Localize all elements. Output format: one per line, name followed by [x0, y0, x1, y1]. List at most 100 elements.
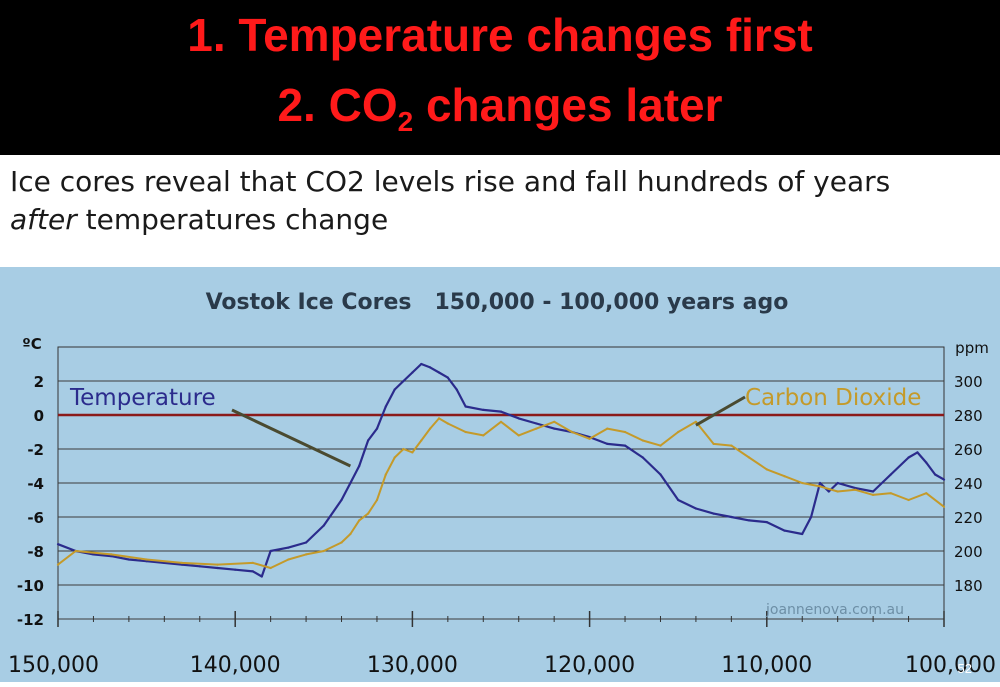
temperature-point — [56, 543, 60, 546]
temperature-point — [216, 566, 219, 570]
series-lines — [56, 362, 946, 578]
co2-point — [907, 498, 910, 502]
left-axis-unit: ºC — [22, 335, 41, 353]
temperature-point — [641, 456, 644, 459]
x-tick-label: 150,000 — [8, 653, 99, 678]
chart-title: Vostok Ice Cores 150,000 - 100,000 years… — [206, 290, 789, 315]
chart-panel: 2 0 -2 -4 -6 -8 -10 -12 300 280 260 240 220 200 180 150… — [0, 267, 1000, 682]
co2-point — [56, 563, 60, 566]
temperature-point — [827, 490, 830, 493]
temperature-point — [251, 570, 254, 573]
header-banner: 1. Temperature changes first 2. CO2 chan… — [0, 0, 1000, 155]
x-tick-label: 100,000 — [905, 653, 996, 678]
co2-point — [606, 427, 609, 430]
temperature-point — [925, 461, 928, 464]
co2-point — [482, 434, 485, 437]
right-axis-unit: ppm — [955, 339, 989, 357]
co2-point — [411, 451, 414, 454]
co2-label-leader — [695, 395, 746, 427]
temperature-point — [429, 366, 432, 369]
co2-point — [340, 541, 343, 544]
temperature-point — [180, 563, 184, 566]
right-tick-label: 280 — [954, 407, 983, 425]
temperature-point — [305, 541, 308, 544]
right-tick-label: 200 — [954, 543, 983, 561]
right-tick-label: 300 — [954, 373, 983, 391]
co2-point — [287, 558, 290, 561]
co2-point — [942, 505, 946, 508]
temperature-point — [748, 519, 751, 522]
temperature-point — [127, 558, 130, 561]
right-tick-label: 180 — [954, 577, 983, 595]
co2-point — [925, 492, 928, 495]
co2-point — [588, 437, 591, 440]
temperature-label-leader — [231, 408, 352, 468]
temperature-point — [437, 371, 441, 374]
co2-point — [836, 490, 839, 493]
temperature-point — [677, 498, 680, 502]
left-tick-label: 0 — [34, 407, 44, 425]
co2-point — [677, 430, 680, 434]
co2-series-label: Carbon Dioxide — [745, 385, 921, 411]
axis-labels: 2 0 -2 -4 -6 -8 -10 -12 300 280 260 240 220 200 180 150… — [8, 373, 996, 678]
co2-point — [429, 427, 432, 430]
co2-point — [305, 553, 308, 556]
axis-ticks — [57, 611, 945, 627]
temperature-point — [198, 565, 201, 568]
co2-point — [659, 444, 662, 447]
page-number: 52 — [957, 661, 972, 676]
temperature-point — [287, 546, 290, 549]
co2-point — [889, 492, 892, 495]
co2-point — [553, 420, 556, 423]
temperature-point — [694, 507, 698, 510]
co2-point — [464, 430, 467, 434]
temperature-point — [872, 490, 875, 493]
x-tick-label: 140,000 — [190, 653, 281, 678]
left-tick-label: -2 — [27, 441, 44, 459]
left-tick-label: -4 — [27, 475, 44, 493]
temperature-point — [384, 405, 387, 408]
temperature-point — [916, 451, 919, 454]
co2-point — [420, 439, 423, 442]
temperature-point — [499, 410, 503, 413]
intro-line-2-rest: temperatures change — [76, 203, 389, 236]
temperature-point — [810, 515, 813, 519]
temperature-point — [730, 515, 733, 519]
temperature-point — [446, 376, 449, 379]
temperature-point — [836, 481, 839, 485]
co2-point — [269, 566, 272, 570]
co2-point — [322, 549, 325, 553]
co2-line — [57, 417, 945, 569]
left-tick-label: -6 — [27, 509, 44, 527]
co2-point — [535, 427, 538, 430]
temperature-point — [234, 568, 237, 571]
headline-co2-later: 2. CO2 changes later — [0, 78, 1000, 138]
co2-point — [694, 420, 698, 423]
left-tick-label: -10 — [17, 577, 44, 595]
headline-temperature-first: 1. Temperature changes first — [187, 9, 813, 61]
temperature-point — [942, 478, 946, 481]
left-tick-label: -12 — [17, 611, 44, 629]
watermark: joannenova.com.au — [765, 602, 904, 618]
temperature-point — [322, 524, 325, 527]
temperature-point — [535, 422, 538, 425]
co2-point — [367, 512, 370, 515]
x-tick-label: 130,000 — [367, 653, 458, 678]
intro-line-2: after temperatures change — [10, 203, 995, 236]
temperature-point — [411, 371, 414, 374]
x-tick-label: 120,000 — [544, 653, 635, 678]
temperature-point — [934, 473, 937, 476]
co2-point — [730, 444, 733, 447]
right-tick-label: 240 — [954, 475, 983, 493]
co2-point — [74, 549, 77, 553]
temperature-point — [393, 388, 396, 391]
co2-point — [641, 439, 644, 442]
temperature-point — [269, 549, 272, 553]
temperature-point — [375, 427, 379, 430]
co2-point — [437, 417, 441, 420]
x-tick-label: 110,000 — [721, 653, 812, 678]
co2-point — [872, 493, 875, 496]
co2-point — [216, 563, 219, 566]
temperature-point — [623, 444, 627, 447]
left-tick-label: -8 — [27, 543, 44, 561]
